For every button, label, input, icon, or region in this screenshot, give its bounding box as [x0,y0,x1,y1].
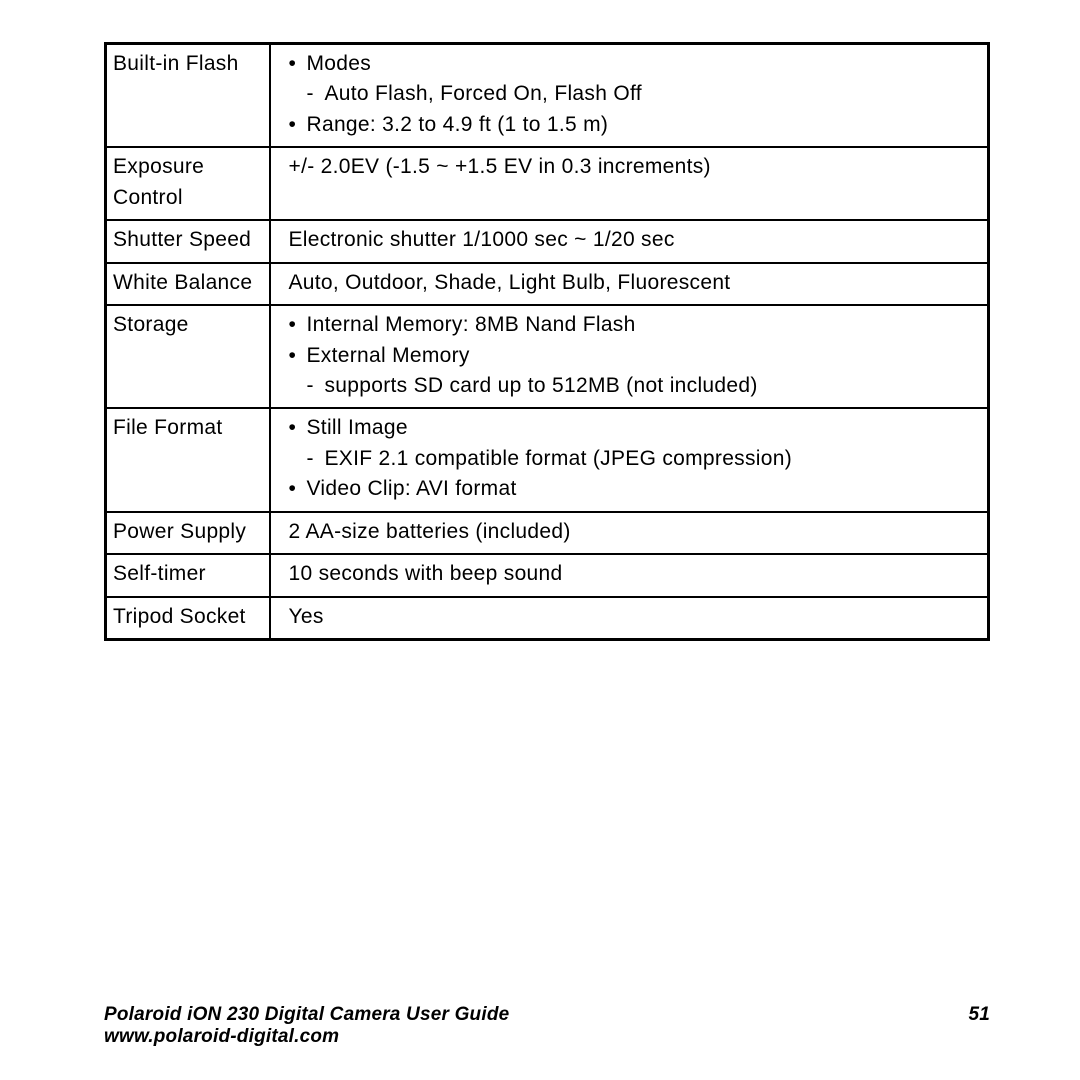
table-row: White Balance Auto, Outdoor, Shade, Light… [106,263,989,305]
bullet-item: Range: 3.2 to 4.9 ft (1 to 1.5 m) [285,110,980,140]
table-row: File FormatStill ImageEXIF 2.1 compatibl… [106,408,989,511]
value-text: Yes [285,602,980,632]
bullet-item: Still Image [285,413,980,443]
table-row: StorageInternal Memory: 8MB Nand FlashEx… [106,305,989,408]
table-row: Power Supply 2 AA-size batteries (include… [106,512,989,554]
page-footer: Polaroid iON 230 Digital Camera User Gui… [104,1004,990,1048]
spec-value: Auto, Outdoor, Shade, Light Bulb, Fluore… [270,263,989,305]
spec-label: Exposure Control [106,147,270,220]
spec-value: Internal Memory: 8MB Nand FlashExternal … [270,305,989,408]
spec-tbody: Built-in FlashModesAuto Flash, Forced On… [106,44,989,640]
footer-url: www.polaroid-digital.com [104,1026,990,1048]
sub-item: supports SD card up to 512MB (not includ… [285,371,980,401]
table-row: Tripod Socket Yes [106,597,989,640]
spec-value: Yes [270,597,989,640]
spec-value: 10 seconds with beep sound [270,554,989,596]
spec-label: White Balance [106,263,270,305]
spec-value: +/- 2.0EV (-1.5 ~ +1.5 EV in 0.3 increme… [270,147,989,220]
table-row: Exposure Control +/- 2.0EV (-1.5 ~ +1.5 E… [106,147,989,220]
bullet-item: Internal Memory: 8MB Nand Flash [285,310,980,340]
value-text: Auto, Outdoor, Shade, Light Bulb, Fluore… [285,268,980,298]
specifications-table: Built-in FlashModesAuto Flash, Forced On… [104,42,990,641]
spec-value: 2 AA-size batteries (included) [270,512,989,554]
table-row: Self-timer 10 seconds with beep sound [106,554,989,596]
spec-label: Self-timer [106,554,270,596]
table-row: Shutter Speed Electronic shutter 1/1000 s… [106,220,989,262]
spec-value: Still ImageEXIF 2.1 compatible format (J… [270,408,989,511]
spec-value: Electronic shutter 1/1000 sec ~ 1/20 sec [270,220,989,262]
spec-label: Shutter Speed [106,220,270,262]
value-text: Electronic shutter 1/1000 sec ~ 1/20 sec [285,225,980,255]
spec-label: Built-in Flash [106,44,270,148]
spec-label: Power Supply [106,512,270,554]
footer-title: Polaroid iON 230 Digital Camera User Gui… [104,1004,509,1025]
table-row: Built-in FlashModesAuto Flash, Forced On… [106,44,989,148]
spec-label: File Format [106,408,270,511]
sub-item: EXIF 2.1 compatible format (JPEG compres… [285,444,980,474]
bullet-item: Video Clip: AVI format [285,474,980,504]
page-number: 51 [968,1004,990,1026]
value-text: 10 seconds with beep sound [285,559,980,589]
bullet-item: External Memory [285,341,980,371]
spec-label: Storage [106,305,270,408]
value-text: 2 AA-size batteries (included) [285,517,980,547]
bullet-item: Modes [285,49,980,79]
spec-value: ModesAuto Flash, Forced On, Flash OffRan… [270,44,989,148]
spec-label: Tripod Socket [106,597,270,640]
value-text: +/- 2.0EV (-1.5 ~ +1.5 EV in 0.3 increme… [285,152,980,182]
sub-item: Auto Flash, Forced On, Flash Off [285,79,980,109]
